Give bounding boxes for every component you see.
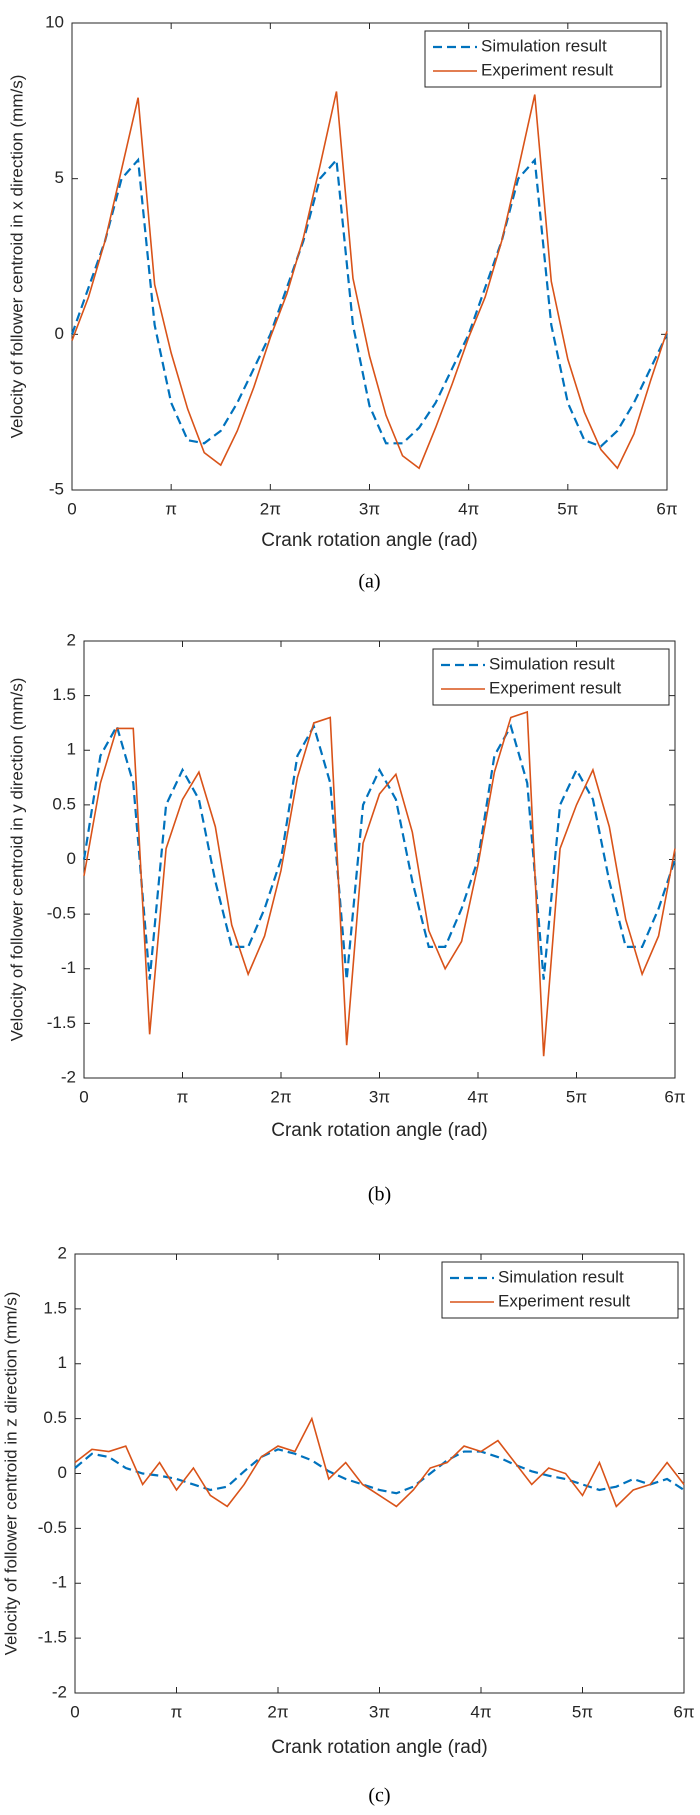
y-tick-label: -0.5 (47, 904, 76, 923)
x-tick-label: 2π (260, 499, 281, 518)
legend-box (424, 30, 662, 88)
y-axis-title: Velocity of follower centroid in x direc… (7, 75, 26, 439)
caption: (a) (358, 571, 380, 593)
plot-area (71, 22, 668, 491)
y-axis-title: Velocity of follower centroid in y direc… (7, 678, 26, 1042)
legend-label: Simulation result (498, 1267, 624, 1286)
y-tick-label: 0 (67, 849, 76, 868)
x-axis-title: Crank rotation angle (rad) (261, 530, 478, 551)
y-tick-label: 0.5 (52, 794, 76, 813)
x-tick-label: 4π (467, 1087, 488, 1106)
data-line (74, 1448, 685, 1495)
legend-label: Simulation result (481, 36, 607, 55)
x-tick-label: 0 (70, 1702, 79, 1721)
data-line (70, 157, 668, 448)
data-line (74, 1416, 685, 1508)
y-tick-label: 1.5 (52, 685, 76, 704)
data-line (83, 710, 676, 1057)
x-tick-label: 3π (369, 1087, 390, 1106)
x-tick-label: π (177, 1087, 189, 1106)
plot-area (74, 1253, 685, 1694)
y-tick-label: 2 (67, 630, 76, 649)
y-tick-label: -2 (52, 1682, 67, 1701)
y-tick-label: -1.5 (38, 1628, 67, 1647)
caption: (c) (368, 1785, 390, 1807)
legend-box (441, 1261, 679, 1319)
x-tick-label: 3π (369, 1702, 390, 1721)
y-tick-label: -0.5 (38, 1518, 67, 1537)
y-tick-label: 1.5 (43, 1298, 67, 1317)
x-tick-label: 6π (664, 1087, 685, 1106)
x-tick-label: 6π (673, 1702, 694, 1721)
legend-label: Simulation result (489, 654, 615, 673)
x-tick-label: 4π (470, 1702, 491, 1721)
y-tick-label: -1 (61, 958, 76, 977)
x-tick-label: 3π (359, 499, 380, 518)
legend-box (432, 648, 670, 706)
y-tick-label: -2 (61, 1067, 76, 1086)
y-tick-label: 10 (45, 12, 64, 31)
x-tick-label: 5π (572, 1702, 593, 1721)
x-tick-label: 4π (458, 499, 479, 518)
legend-label: Experiment result (498, 1291, 631, 1310)
x-tick-label: 5π (566, 1087, 587, 1106)
y-tick-label: 1 (67, 740, 76, 759)
y-tick-label: -1 (52, 1573, 67, 1592)
y-tick-label: -1.5 (47, 1013, 76, 1032)
x-tick-label: π (171, 1702, 183, 1721)
x-tick-label: π (165, 499, 177, 518)
y-tick-label: 0 (55, 324, 64, 343)
y-tick-label: -5 (49, 479, 64, 498)
x-axis-title: Crank rotation angle (rad) (271, 1120, 488, 1141)
y-axis-title: Velocity of follower centroid in z direc… (1, 1292, 20, 1656)
y-tick-label: 5 (55, 168, 64, 187)
y-tick-label: 0 (58, 1463, 67, 1482)
plot-area (83, 640, 676, 1079)
caption: (b) (368, 1184, 391, 1206)
x-tick-label: 2π (270, 1087, 291, 1106)
y-tick-label: 1 (58, 1353, 67, 1372)
x-tick-label: 2π (267, 1702, 288, 1721)
data-line (71, 91, 668, 470)
x-tick-label: 0 (79, 1087, 88, 1106)
y-tick-label: 2 (58, 1243, 67, 1262)
legend-label: Experiment result (489, 678, 622, 697)
legend-label: Experiment result (481, 60, 614, 79)
x-tick-label: 6π (656, 499, 677, 518)
data-line (82, 723, 677, 980)
x-axis-title: Crank rotation angle (rad) (271, 1737, 488, 1758)
x-tick-label: 0 (67, 499, 76, 518)
x-tick-label: 5π (557, 499, 578, 518)
y-tick-label: 0.5 (43, 1408, 67, 1427)
